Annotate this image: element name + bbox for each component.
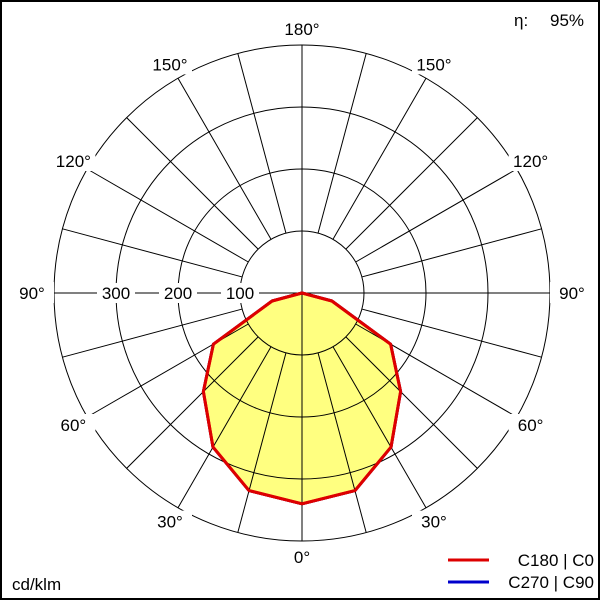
angle-label-bg (51, 414, 96, 435)
efficiency-value: 95% (550, 11, 584, 30)
grid-spoke (345, 336, 478, 469)
grid-spoke (345, 117, 478, 250)
grid-spoke (317, 53, 367, 234)
labels: 100 200 300 0° 30° 30° 60° 60° 90° 90° 120° 120° 150… (10, 18, 594, 567)
grid-spoke (126, 336, 259, 469)
legend-label-c180-c0: C180 | C0 (518, 551, 594, 570)
angle-tick-label: 180° (284, 20, 319, 39)
grid (53, 44, 551, 542)
grid-spoke (126, 117, 259, 250)
grid-spoke (62, 308, 243, 358)
grid-spoke (361, 308, 542, 358)
grid-spoke (355, 168, 518, 263)
curve-line-1 (201, 291, 403, 506)
grid-spoke (177, 346, 272, 509)
angle-tick-label: 90° (559, 284, 585, 303)
grid-spoke (237, 352, 287, 533)
angle-label-bg (412, 53, 456, 75)
radial-label-bg (221, 283, 259, 303)
grid-spoke (361, 228, 542, 278)
legend: C180 | C0 C270 | C90 (448, 551, 594, 592)
angle-label-bg (280, 546, 324, 567)
grid-spoke (332, 346, 427, 509)
radial-label-bg (159, 283, 197, 303)
grid-spoke (62, 228, 243, 278)
radial-tick-label: 100 (226, 284, 254, 303)
angle-tick-label: 30° (421, 513, 447, 532)
grid-spoke (317, 352, 367, 533)
angle-label-bg (10, 282, 54, 303)
angle-tick-label: 0° (294, 548, 310, 567)
angle-tick-label: 150° (152, 55, 187, 74)
grid-spoke (86, 168, 249, 263)
angle-label-bg (508, 150, 553, 171)
angle-tick-label: 90° (19, 284, 45, 303)
angle-tick-label: 60° (61, 416, 87, 435)
angle-tick-label: 120° (513, 152, 548, 171)
angle-tick-label: 30° (157, 513, 183, 532)
radial-tick-label: 300 (102, 284, 130, 303)
grid-spoke (332, 77, 427, 240)
angle-label-bg (508, 414, 553, 435)
angle-label-bg (550, 282, 594, 303)
grid-spoke (237, 53, 287, 234)
radial-label-bg (97, 283, 135, 303)
angle-label-bg (148, 510, 192, 532)
legend-label-c270-c90: C270 | C90 (508, 573, 594, 592)
angle-label-bg (412, 510, 456, 532)
efficiency-label: η: (514, 11, 528, 30)
angle-tick-label: 150° (416, 55, 451, 74)
angle-label-bg (148, 53, 192, 75)
angle-label-bg (51, 150, 96, 171)
grid-spoke (177, 77, 272, 240)
angle-tick-label: 60° (518, 416, 544, 435)
angle-tick-label: 120° (56, 152, 91, 171)
unit-label: cd/klm (12, 575, 61, 594)
angle-label-bg (280, 18, 324, 39)
radial-tick-label: 200 (164, 284, 192, 303)
